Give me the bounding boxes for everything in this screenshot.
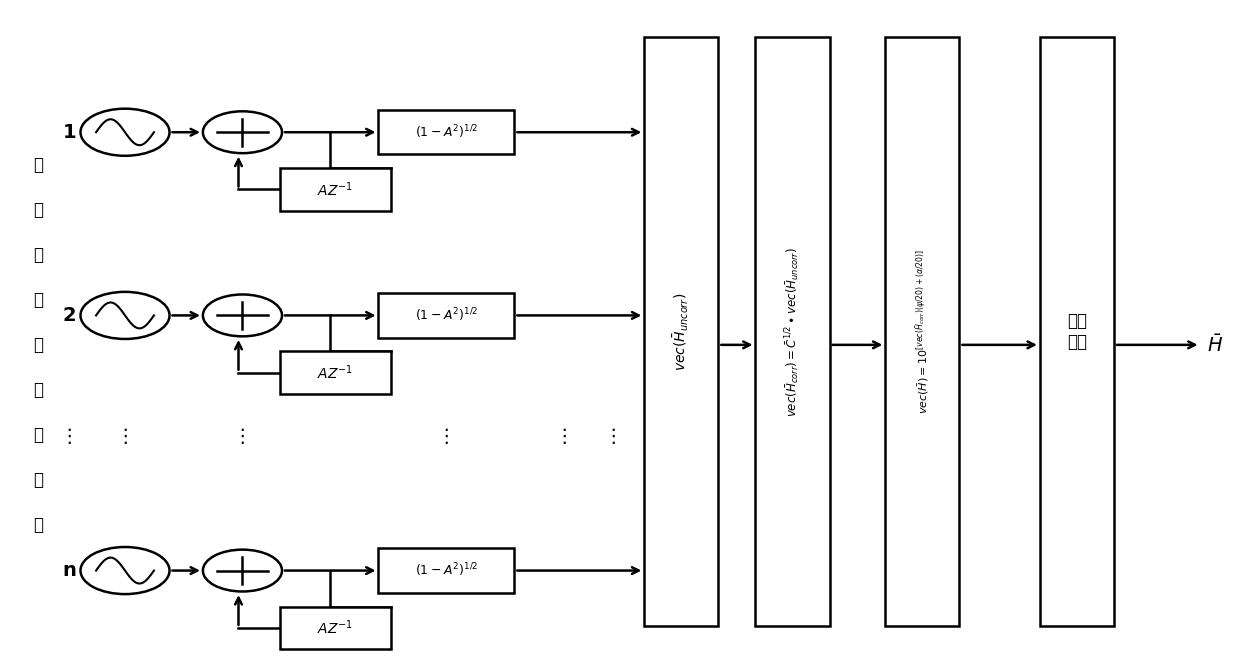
Text: $vec(\bar{H}_{uncorr})$: $vec(\bar{H}_{uncorr})$ — [672, 292, 691, 371]
Text: $vec(\bar{H})=10^{[vec(\bar{H}_{corr})(\psi/20)+(\alpha/20)]}$: $vec(\bar{H})=10^{[vec(\bar{H}_{corr})(\… — [914, 249, 930, 415]
Text: 器: 器 — [33, 516, 43, 533]
Text: 功率
分配: 功率 分配 — [1067, 312, 1087, 351]
Text: 序: 序 — [33, 336, 43, 354]
Text: ⋮: ⋮ — [233, 427, 253, 446]
Text: ⋮: ⋮ — [59, 427, 79, 446]
FancyBboxPatch shape — [644, 37, 719, 626]
Text: $vec(\bar{H}_{corr})=\bar{C}^{1/2}\bullet vec(\bar{H}_{uncorr})$: $vec(\bar{H}_{corr})=\bar{C}^{1/2}\bulle… — [783, 246, 802, 417]
FancyBboxPatch shape — [280, 168, 390, 211]
Text: ⋮: ⋮ — [115, 427, 135, 446]
Text: $\bar{H}$: $\bar{H}$ — [1207, 334, 1223, 356]
FancyBboxPatch shape — [1040, 37, 1114, 626]
FancyBboxPatch shape — [378, 110, 514, 154]
Text: $AZ^{-1}$: $AZ^{-1}$ — [317, 180, 353, 199]
FancyBboxPatch shape — [378, 293, 514, 338]
Text: $AZ^{-1}$: $AZ^{-1}$ — [317, 618, 353, 637]
FancyBboxPatch shape — [378, 549, 514, 593]
Text: $(1-A^2)^{1/2}$: $(1-A^2)^{1/2}$ — [415, 307, 478, 324]
Text: $\mathbf{2}$: $\mathbf{2}$ — [62, 306, 77, 325]
Text: 生: 生 — [33, 426, 43, 444]
FancyBboxPatch shape — [280, 351, 390, 394]
Text: 随: 随 — [33, 246, 43, 264]
Text: ⋮: ⋮ — [603, 427, 623, 446]
Text: 成: 成 — [33, 471, 43, 489]
FancyBboxPatch shape — [886, 37, 959, 626]
Text: $(1-A^2)^{1/2}$: $(1-A^2)^{1/2}$ — [415, 124, 478, 141]
Text: $\mathbf{n}$: $\mathbf{n}$ — [62, 561, 77, 580]
Text: $AZ^{-1}$: $AZ^{-1}$ — [317, 363, 353, 382]
Text: $(1-A^2)^{1/2}$: $(1-A^2)^{1/2}$ — [415, 562, 478, 579]
Text: ⋮: ⋮ — [554, 427, 574, 446]
FancyBboxPatch shape — [280, 606, 390, 649]
Text: 机: 机 — [33, 291, 43, 309]
Text: ⋮: ⋮ — [436, 427, 456, 446]
Text: 列: 列 — [33, 381, 43, 399]
Text: 高: 高 — [33, 156, 43, 174]
Text: $\mathbf{1}$: $\mathbf{1}$ — [62, 123, 77, 142]
Text: 斯: 斯 — [33, 201, 43, 219]
FancyBboxPatch shape — [756, 37, 830, 626]
